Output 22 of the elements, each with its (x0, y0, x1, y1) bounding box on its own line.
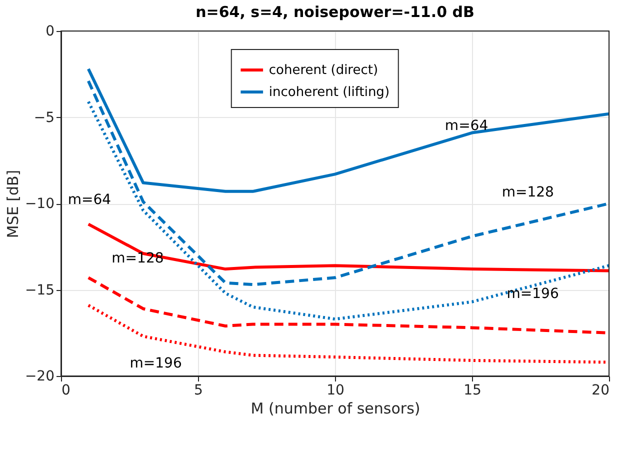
x-tick-label: 0 (62, 382, 70, 398)
annotation: m=64 (444, 118, 488, 134)
x-tick-label: 15 (464, 382, 482, 398)
y-tick-label: 0 (46, 24, 54, 40)
legend-label: incoherent (lifting) (268, 85, 390, 100)
y-tick-label: −15 (24, 282, 54, 298)
x-tick-label: 20 (592, 382, 610, 398)
annotation: m=196 (130, 356, 182, 372)
y-tick-label: −20 (24, 368, 54, 384)
legend-label: coherent (direct) (268, 63, 378, 78)
line-series (86, 222, 609, 272)
y-axis-title: MSE [dB] (4, 170, 22, 238)
y-tick-label: −5 (34, 110, 54, 126)
chart-title: n=64, s=4, noisepower=-11.0 dB (196, 3, 474, 21)
annotation: m=128 (502, 184, 554, 200)
x-axis-title: M (number of sensors) (250, 400, 420, 418)
y-tick-label: −10 (24, 196, 54, 212)
annotation: m=64 (68, 192, 112, 208)
x-tick-label: 10 (326, 382, 344, 398)
annotation: m=128 (112, 250, 164, 267)
x-tick-label: 5 (194, 382, 203, 398)
annotation: m=196 (506, 286, 559, 302)
